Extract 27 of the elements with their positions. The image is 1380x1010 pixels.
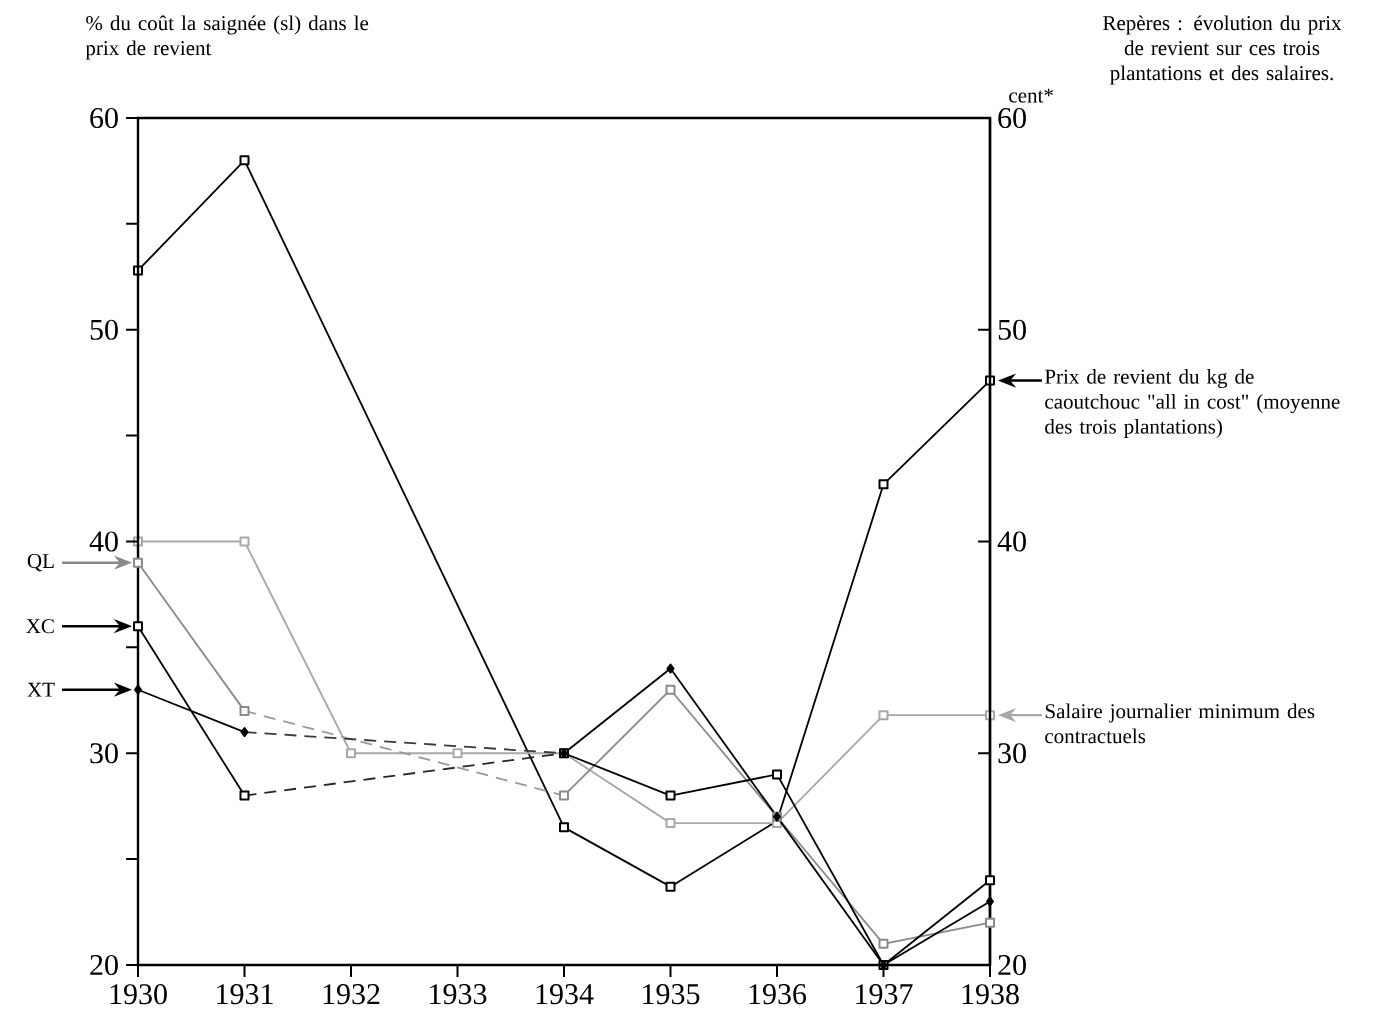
y-tick-label: 30 (90, 743, 118, 764)
x-tick-label: 1936 (749, 984, 807, 1005)
x-tick-label: 1930 (110, 984, 167, 1005)
text: Salaire journalier minimum des contractuels (1045, 703, 1315, 744)
y2-tick-label: 40 (997, 531, 1026, 552)
x-tick-label: 1935 (643, 984, 700, 1005)
y2-tick-label: 20 (998, 954, 1026, 976)
legend-label: XC (26, 619, 54, 634)
legend-label: QL (27, 554, 54, 572)
x-tick-label: 1937 (856, 984, 913, 1005)
x-tick-label: 1933 (430, 984, 487, 1005)
y-tick-label: 60 (90, 107, 118, 129)
x-tick-label: 1932 (323, 984, 380, 1005)
y-tick-label: 50 (90, 319, 118, 340)
y-tick-label: 40 (89, 531, 118, 552)
y-axis-title: % du coût la saignée (sl) dans le prix de revient (85, 15, 369, 60)
y2-tick-label: 50 (998, 319, 1026, 340)
text: Repères : évolution du prix de revient sur ces trois plantations et des salaires. (1103, 15, 1342, 85)
legend-label: XT (27, 682, 55, 697)
x-tick-label: 1931 (217, 984, 273, 1005)
y2-tick-label: 60 (998, 107, 1026, 129)
x-tick-label: 1938 (962, 984, 1019, 1005)
y2-tick-label: 30 (998, 743, 1026, 764)
y2-axis-title: cent* (1009, 88, 1053, 103)
x-tick-label: 1934 (536, 984, 594, 1005)
y-tick-label: 20 (90, 954, 118, 976)
text: Prix de revient du kg de caoutchouc "all in cost" (moyenne des trois plantations) (1044, 368, 1340, 438)
